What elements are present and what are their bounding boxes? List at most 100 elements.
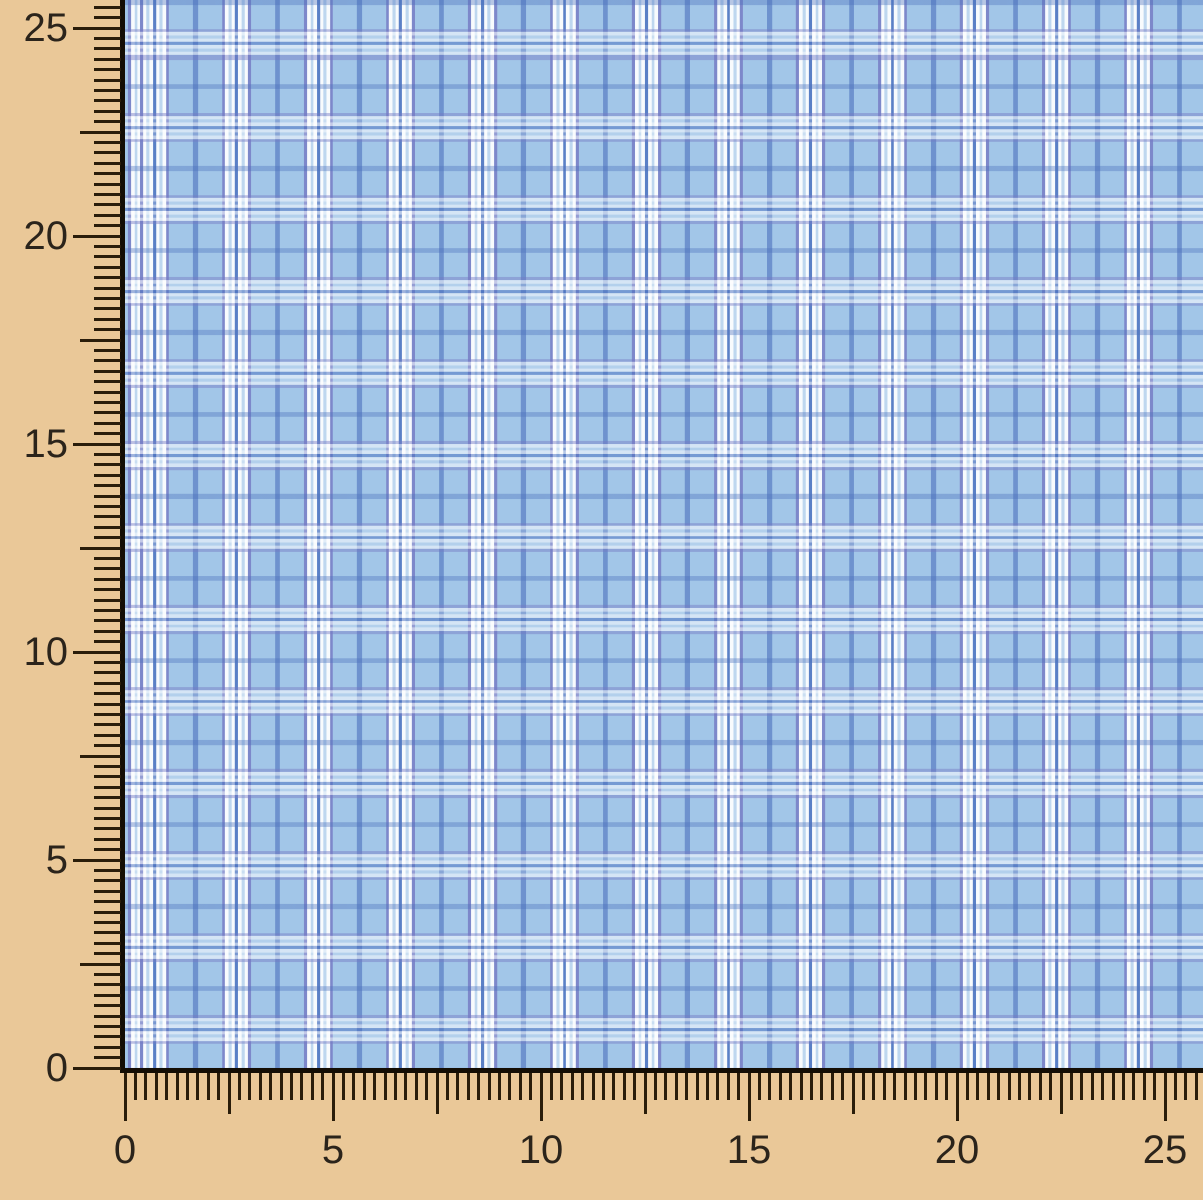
- bottom-ruler-tick: [997, 1073, 1001, 1100]
- left-ruler-tick: [94, 224, 121, 228]
- bottom-ruler-tick: [165, 1073, 169, 1100]
- bottom-ruler-tick: [477, 1073, 481, 1100]
- left-ruler-tick: [94, 619, 121, 623]
- bottom-ruler-tick: [1080, 1073, 1084, 1100]
- left-ruler: 25 20 15 10 5 0: [0, 0, 121, 1089]
- left-ruler-label: 0: [45, 1046, 68, 1090]
- bottom-ruler-tick: [352, 1073, 356, 1100]
- left-ruler-tick: [94, 525, 121, 529]
- bottom-ruler-tick: [300, 1073, 304, 1100]
- bottom-ruler-tick: [383, 1073, 387, 1100]
- left-ruler-tick: [94, 733, 121, 737]
- bottom-ruler-label: 0: [113, 1128, 137, 1172]
- bottom-ruler-tick: [123, 1073, 127, 1121]
- left-ruler-tick: [73, 442, 121, 446]
- bottom-ruler-tick: [1069, 1073, 1073, 1100]
- bottom-ruler-tick: [705, 1073, 709, 1100]
- left-ruler-tick: [94, 588, 121, 592]
- left-ruler-tick: [73, 234, 121, 238]
- bottom-ruler-tick: [903, 1073, 907, 1100]
- bottom-ruler-tick: [799, 1073, 803, 1100]
- left-ruler-tick: [94, 764, 121, 768]
- left-ruler-tick: [94, 109, 121, 113]
- left-ruler-tick: [94, 16, 121, 20]
- bottom-ruler-tick: [965, 1073, 969, 1100]
- left-ruler-tick: [94, 307, 121, 311]
- left-ruler-tick: [94, 868, 121, 872]
- left-ruler-tick: [94, 1024, 121, 1028]
- bottom-ruler-tick: [1173, 1073, 1177, 1100]
- bottom-ruler-tick: [976, 1073, 980, 1100]
- left-ruler-tick: [94, 1035, 121, 1039]
- bottom-ruler-tick: [425, 1073, 429, 1100]
- left-ruler-tick: [94, 432, 121, 436]
- bottom-ruler-tick: [1059, 1073, 1063, 1114]
- left-ruler-tick: [94, 1004, 121, 1008]
- left-ruler-tick: [94, 972, 121, 976]
- bottom-ruler-tick: [986, 1073, 990, 1100]
- left-ruler-tick: [94, 952, 121, 956]
- bottom-ruler-tick: [414, 1073, 418, 1100]
- left-ruler-label: 25: [23, 6, 69, 50]
- bottom-ruler-tick: [872, 1073, 876, 1100]
- left-ruler-tick: [94, 1014, 121, 1018]
- bottom-ruler-tick: [830, 1073, 834, 1100]
- left-ruler-tick: [94, 452, 121, 456]
- bottom-ruler-label: 15: [726, 1128, 772, 1172]
- bottom-ruler-tick: [955, 1073, 959, 1121]
- bottom-ruler-tick: [674, 1073, 678, 1100]
- left-ruler-tick: [94, 140, 121, 144]
- bottom-ruler-tick: [1184, 1073, 1188, 1100]
- bottom-ruler-tick: [237, 1073, 241, 1100]
- left-ruler-tick: [80, 130, 121, 134]
- left-ruler-tick: [94, 1056, 121, 1060]
- left-ruler-tick: [94, 348, 121, 352]
- bottom-ruler-tick: [653, 1073, 657, 1100]
- bottom-ruler-label: 20: [934, 1128, 980, 1172]
- bottom-ruler-tick: [882, 1073, 886, 1100]
- left-ruler-tick: [94, 120, 121, 124]
- bottom-ruler-tick: [612, 1073, 616, 1100]
- bottom-ruler-tick: [893, 1073, 897, 1100]
- left-ruler-tick: [94, 671, 121, 675]
- bottom-ruler-tick: [1163, 1073, 1167, 1121]
- left-ruler-tick: [94, 47, 121, 51]
- bottom-ruler-tick: [1038, 1073, 1042, 1100]
- left-ruler-tick: [80, 338, 121, 342]
- left-ruler-tick: [94, 900, 121, 904]
- left-ruler-tick: [80, 754, 121, 758]
- bottom-ruler-tick: [1111, 1073, 1115, 1100]
- left-ruler-tick: [94, 983, 121, 987]
- left-ruler-tick: [94, 390, 121, 394]
- bottom-ruler-tick: [456, 1073, 460, 1100]
- left-ruler-tick: [94, 380, 121, 384]
- left-ruler-tick: [94, 931, 121, 935]
- left-ruler-tick: [94, 827, 121, 831]
- left-ruler-tick: [94, 255, 121, 259]
- left-ruler-tick: [94, 88, 121, 92]
- left-ruler-tick: [94, 400, 121, 404]
- bottom-ruler-tick: [747, 1073, 751, 1121]
- bottom-ruler-tick: [549, 1073, 553, 1100]
- left-ruler-tick: [94, 182, 121, 186]
- bottom-ruler-tick: [196, 1073, 200, 1100]
- left-ruler-tick: [94, 161, 121, 165]
- bottom-ruler-tick: [924, 1073, 928, 1100]
- left-ruler-tick: [94, 920, 121, 924]
- bottom-ruler-tick: [591, 1073, 595, 1100]
- bottom-ruler-tick: [1153, 1073, 1157, 1100]
- bottom-ruler-tick: [820, 1073, 824, 1100]
- left-ruler-label: 10: [23, 630, 69, 674]
- left-ruler-tick: [94, 775, 121, 779]
- bottom-ruler-tick: [466, 1073, 470, 1100]
- bottom-ruler-tick: [279, 1073, 283, 1100]
- left-ruler-tick: [94, 889, 121, 893]
- left-ruler-tick: [94, 806, 121, 810]
- bottom-ruler-tick: [851, 1073, 855, 1114]
- left-ruler-tick: [94, 369, 121, 373]
- left-ruler-tick: [94, 556, 121, 560]
- bottom-ruler-tick: [144, 1073, 148, 1100]
- left-ruler-tick: [94, 608, 121, 612]
- bottom-ruler-tick: [227, 1073, 231, 1114]
- left-ruler-tick: [94, 796, 121, 800]
